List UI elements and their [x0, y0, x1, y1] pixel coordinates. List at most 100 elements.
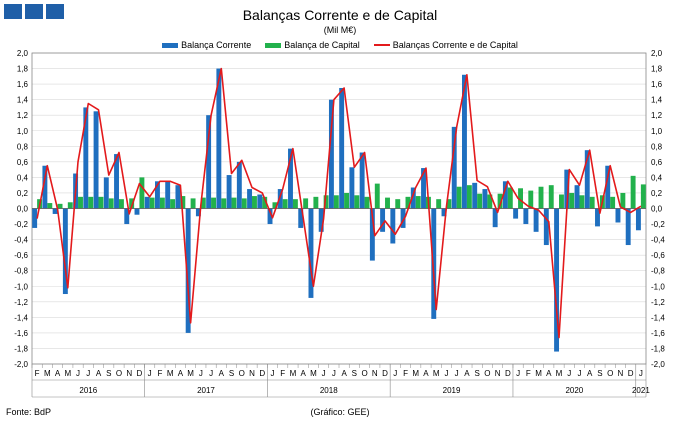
y-tick-label-left: -0,4 [14, 236, 28, 245]
bar-current [431, 208, 437, 319]
y-tick-label-left: -0,6 [14, 251, 28, 260]
bar-current [52, 208, 58, 214]
x-tick-label-month: D [628, 369, 634, 378]
bar-current [298, 208, 304, 228]
x-tick-label-month: J [393, 369, 397, 378]
y-tick-label-left: 1,8 [17, 65, 29, 74]
bar-capital [569, 192, 575, 209]
x-tick-label-month: A [464, 369, 470, 378]
x-tick-label-year: 2021 [632, 386, 650, 395]
source-note: Fonte: BdP [6, 407, 52, 417]
logo-square [46, 4, 64, 19]
x-tick-label-month: O [484, 369, 490, 378]
x-tick-label-year: 2018 [320, 386, 338, 395]
y-tick-label-right: 1,4 [651, 96, 663, 105]
bar-current [308, 208, 314, 298]
bar-current [328, 99, 334, 209]
bar-current [226, 175, 232, 209]
bar-current [400, 208, 406, 228]
bar-current [462, 74, 467, 209]
bar-capital [47, 203, 53, 209]
y-tick-label-left: -1,8 [14, 344, 28, 353]
y-tick-label-left: -2,0 [14, 360, 28, 369]
bar-current [410, 187, 416, 209]
x-tick-label-month: J [86, 369, 90, 378]
y-tick-label-right: -1,2 [651, 298, 665, 307]
x-tick-label-month: J [444, 369, 448, 378]
x-tick-label-month: F [526, 369, 531, 378]
bar-capital [333, 195, 339, 209]
bar-current [625, 208, 631, 246]
bar-capital [149, 197, 155, 209]
y-tick-label-right: -2,0 [651, 360, 665, 369]
bar-current [288, 148, 293, 209]
x-tick-label-month: N [126, 369, 132, 378]
bar-current [523, 208, 529, 225]
legend-label-total: Balanças Corrente e de Capital [392, 40, 518, 50]
x-tick-label-month: J [322, 369, 326, 378]
bar-current [564, 169, 570, 209]
x-tick-label-month: M [290, 369, 297, 378]
x-tick-label-month: F [403, 369, 408, 378]
x-tick-label-month: A [178, 369, 184, 378]
x-tick-label-month: M [310, 369, 317, 378]
x-tick-label-month: N [495, 369, 501, 378]
y-tick-label-right: 0,0 [651, 205, 663, 214]
x-tick-label-year: 2020 [565, 386, 583, 395]
bar-capital [108, 198, 114, 209]
bar-capital [405, 196, 411, 209]
y-tick-label-right: -0,2 [651, 220, 665, 229]
y-tick-label-left: 2,0 [17, 49, 29, 58]
bar-current [615, 208, 621, 223]
bar-capital [446, 199, 452, 209]
bar-capital [538, 186, 544, 209]
bar-capital [466, 185, 472, 209]
bar-capital [456, 186, 462, 209]
bar-capital [436, 199, 442, 209]
bar-current [339, 87, 345, 209]
bar-capital [630, 175, 636, 209]
legend-item-capital: Balança de Capital [265, 40, 360, 50]
x-tick-label-month: M [433, 369, 440, 378]
y-tick-label-right: 1,0 [651, 127, 663, 136]
x-tick-label-month: M [412, 369, 419, 378]
bar-current [42, 165, 48, 209]
bar-current [175, 185, 181, 209]
bar-capital [344, 192, 350, 209]
bar-capital [610, 196, 616, 209]
y-tick-label-left: 1,0 [17, 127, 29, 136]
y-tick-label-right: 0,4 [651, 173, 663, 182]
bar-current [134, 208, 140, 215]
x-tick-label-month: S [597, 369, 602, 378]
x-tick-label-month: M [187, 369, 194, 378]
y-tick-label-right: 0,2 [651, 189, 663, 198]
bar-current [472, 182, 478, 209]
y-tick-label-right: 1,6 [651, 80, 663, 89]
y-tick-label-left: 1,6 [17, 80, 29, 89]
x-tick-label-month: A [96, 369, 102, 378]
legend-item-total: Balanças Corrente e de Capital [373, 40, 518, 50]
bar-capital [88, 196, 94, 209]
bar-capital [221, 198, 227, 209]
bar-capital [589, 196, 595, 209]
bar-capital [548, 185, 554, 209]
bar-capital [354, 195, 360, 209]
x-tick-label-month: D [505, 369, 511, 378]
x-tick-label-month: O [607, 369, 613, 378]
y-tick-label-right: 2,0 [651, 49, 663, 58]
legend-label-capital: Balança de Capital [284, 40, 360, 50]
bar-current [165, 181, 171, 209]
x-tick-label-year: 2017 [197, 386, 215, 395]
bar-current [492, 208, 498, 228]
bar-capital [497, 193, 503, 209]
bar-capital [211, 197, 216, 209]
bar-capital [159, 197, 165, 209]
bar-current [635, 208, 641, 231]
bar-current [349, 167, 355, 209]
x-tick-label-month: J [332, 369, 336, 378]
y-tick-label-right: -0,4 [651, 236, 665, 245]
bar-capital [374, 183, 380, 209]
x-tick-label-month: J [577, 369, 581, 378]
y-tick-label-right: -1,0 [651, 282, 665, 291]
x-tick-label-month: J [455, 369, 459, 378]
